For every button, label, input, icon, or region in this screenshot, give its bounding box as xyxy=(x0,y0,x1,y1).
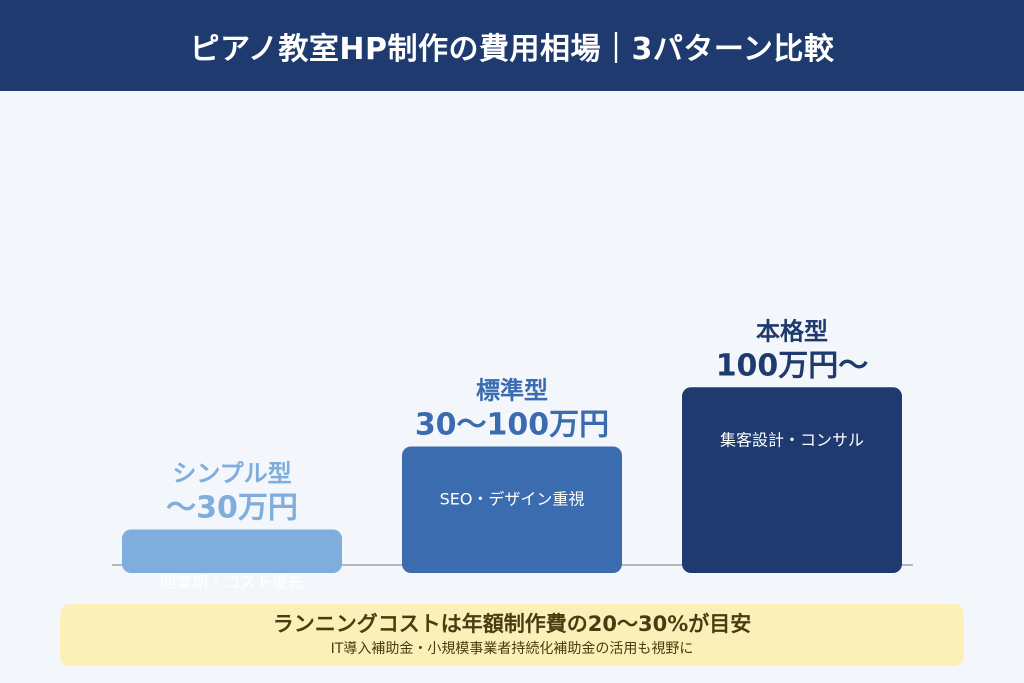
running-cost-note: ランニングコストは年額制作費の20〜30%が目安 xyxy=(272,612,752,636)
bar-group: 開業期・コスト優先 〜30万円 シンプル型 SEO・デザイン重視 30〜100万円 標準型… xyxy=(122,317,902,591)
bar-2-note: SEO・デザイン重視 xyxy=(440,490,585,509)
bar-2-base xyxy=(402,555,622,565)
bar-3-note: 集客設計・コンサル xyxy=(720,430,864,449)
bar-1-price-label: 〜30万円 xyxy=(166,490,298,525)
bar-1-base xyxy=(122,555,342,565)
running-cost-note-box: ランニングコストは年額制作費の20〜30%が目安 IT導入補助金・小規模事業者持… xyxy=(60,604,964,666)
bar-1 xyxy=(122,529,342,573)
bar-3 xyxy=(682,387,902,573)
cost-bar-chart: 開業期・コスト優先 〜30万円 シンプル型 SEO・デザイン重視 30〜100万円 標準型… xyxy=(112,317,913,591)
bar-1-category-label: シンプル型 xyxy=(172,459,291,487)
page-title: ピアノ教室HP制作の費用相場｜3パターン比較 xyxy=(189,31,835,67)
subsidy-note: IT導入補助金・小規模事業者持続化補助金の活用も視野に xyxy=(330,641,694,657)
bar-2 xyxy=(402,446,622,573)
header-banner: ピアノ教室HP制作の費用相場｜3パターン比較 xyxy=(0,0,1024,91)
bar-1-note: 開業期・コスト優先 xyxy=(160,572,304,591)
bar-3-category-label: 本格型 xyxy=(756,317,828,345)
bar-3-base xyxy=(682,555,902,565)
bar-2-category-label: 標準型 xyxy=(476,377,548,405)
bar-3-price-label: 100万円〜 xyxy=(716,348,869,383)
bar-2-price-label: 30〜100万円 xyxy=(415,408,609,443)
